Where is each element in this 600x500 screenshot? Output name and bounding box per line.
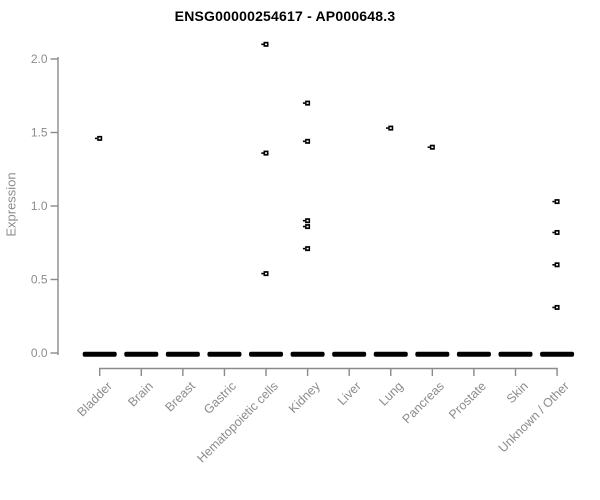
data-point <box>302 224 311 230</box>
y-tick-label: 0.0 <box>31 346 48 360</box>
zero-expression-dash <box>290 351 325 357</box>
zero-expression-dash <box>82 351 117 357</box>
data-point <box>552 199 560 205</box>
data-point <box>552 262 560 268</box>
data-point <box>95 135 103 141</box>
data-point <box>261 41 269 47</box>
data-point <box>552 229 560 235</box>
zero-expression-dash <box>456 351 491 357</box>
zero-expression-dash <box>540 351 575 357</box>
data-point <box>302 138 311 144</box>
data-point <box>302 100 311 106</box>
zero-expression-dash <box>332 351 367 357</box>
zero-expression-dash <box>124 351 159 357</box>
data-point <box>261 271 269 277</box>
zero-expression-dash <box>249 351 284 357</box>
chart-title: ENSG00000254617 - AP000648.3 <box>174 8 396 24</box>
zero-expression-dash <box>165 351 200 357</box>
y-tick-label: 1.0 <box>31 199 48 213</box>
zero-expression-dash <box>498 351 533 357</box>
data-point <box>261 150 269 156</box>
data-point <box>302 246 311 252</box>
y-tick-label: 1.5 <box>31 126 48 140</box>
y-tick-label: 0.5 <box>31 273 48 287</box>
data-point <box>386 125 394 131</box>
zero-expression-dash <box>207 351 242 357</box>
data-point <box>552 304 560 310</box>
zero-expression-dash <box>373 351 408 357</box>
zero-expression-dash <box>415 351 450 357</box>
y-tick-label: 2.0 <box>31 52 48 66</box>
data-point <box>427 144 435 150</box>
data-point <box>302 218 311 224</box>
